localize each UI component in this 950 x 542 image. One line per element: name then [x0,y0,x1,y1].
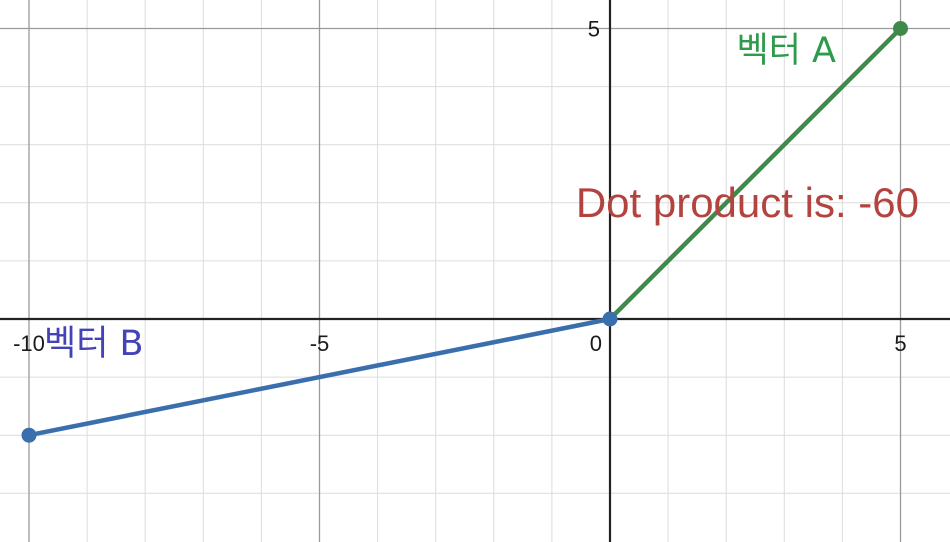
tick-labels: -10 -5 0 5 5 [13,17,907,357]
vector-series [21,21,908,443]
vector-a-line [607,26,903,322]
dot-product-label: Dot product is: -60 [576,179,919,226]
y-tick-label: 5 [588,17,600,42]
x-tick-label: -10 [13,331,45,356]
chart-annotations: 벡터 A 벡터 B Dot product is: -60 [44,31,919,364]
origin-point [602,311,618,327]
vector-b-endpoint [21,427,37,443]
vector-b-line [26,316,613,438]
x-tick-label: 5 [894,331,906,356]
vector-a-label: 벡터 A [737,31,837,71]
x-tick-label: -5 [310,331,330,356]
vector-b-label: 벡터 B [44,324,144,364]
vector-a-endpoint [893,21,908,36]
x-tick-label: 0 [590,331,602,356]
